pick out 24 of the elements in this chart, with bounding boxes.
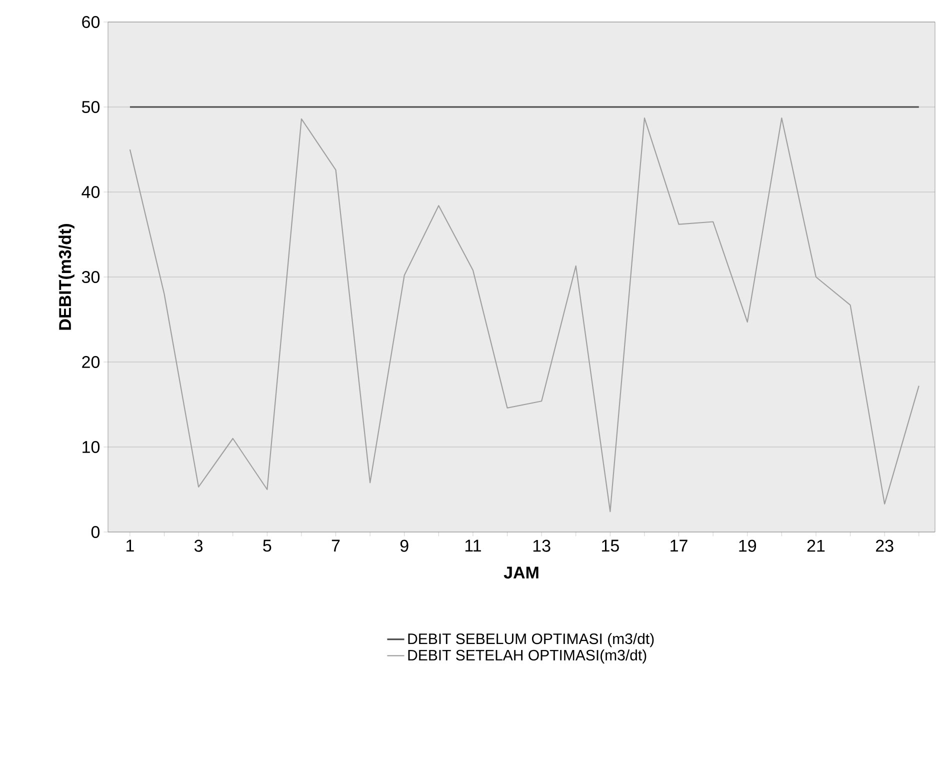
legend-label: DEBIT SETELAH OPTIMASI(m3/dt) bbox=[408, 649, 646, 664]
x-tick-label: 3 bbox=[194, 540, 203, 552]
line-series bbox=[129, 118, 920, 512]
x-tick-label: 19 bbox=[739, 540, 756, 552]
x-tick-label: 17 bbox=[670, 540, 688, 552]
y-tick-label: 40 bbox=[82, 186, 100, 198]
legend-label: DEBIT SEBELUM OPTIMASI (m3/dt) bbox=[408, 633, 654, 648]
y-tick-label: 0 bbox=[91, 526, 100, 538]
x-axis-title: JAM bbox=[504, 566, 538, 579]
x-tick-label: 21 bbox=[807, 540, 825, 552]
y-tick-label: 50 bbox=[82, 100, 100, 114]
x-tick-label: 23 bbox=[876, 540, 894, 552]
x-tick-label: 7 bbox=[332, 540, 340, 552]
x-tick-label: 11 bbox=[465, 540, 481, 552]
x-tick-label: 13 bbox=[533, 540, 550, 552]
y-tick-label: 30 bbox=[82, 270, 100, 284]
y-tick-label: 60 bbox=[82, 16, 100, 28]
x-tick-label: 1 bbox=[126, 540, 134, 552]
x-tick-label: 9 bbox=[400, 540, 408, 552]
y-tick-label: 10 bbox=[82, 440, 100, 454]
y-tick-label: 20 bbox=[82, 356, 100, 368]
y-axis-title: DEBIT(m3/dt) bbox=[58, 224, 74, 330]
x-tick-label: 5 bbox=[263, 540, 272, 552]
x-tick-label: 15 bbox=[602, 540, 619, 552]
